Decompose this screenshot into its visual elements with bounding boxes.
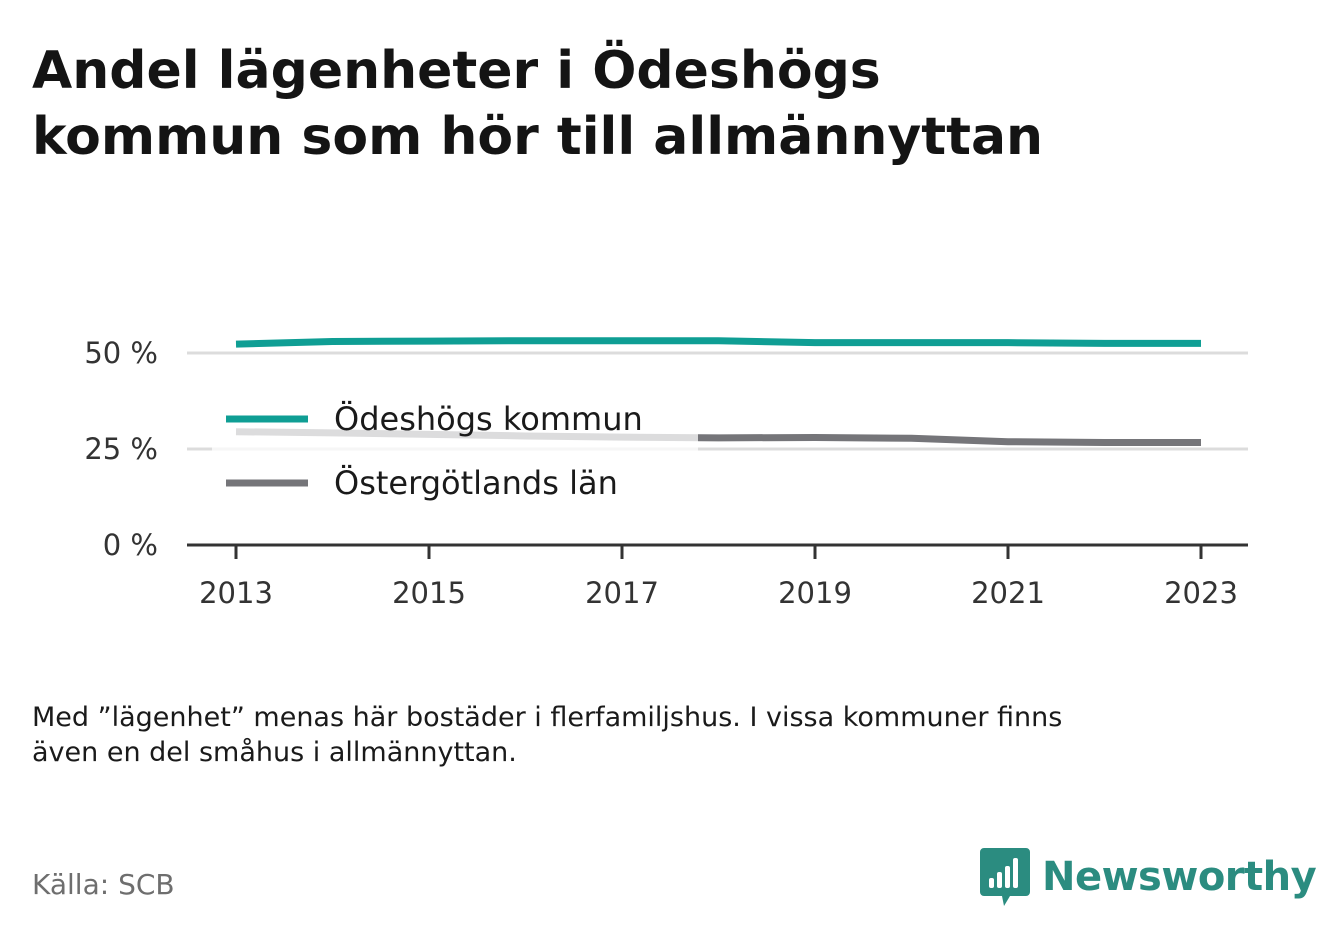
- x-tick-label: 2023: [1164, 576, 1238, 610]
- series-line-0: [235, 337, 1201, 348]
- legend-label: Östergötlands län: [334, 464, 618, 502]
- x-axis: 2013 2015 2017 2019 2021 2023: [187, 543, 1248, 610]
- legend: Ödeshögs kommun Östergötlands län: [212, 395, 698, 502]
- x-tick-label: 2017: [585, 576, 659, 610]
- y-tick-label: 25 %: [84, 432, 158, 466]
- chart-note-line-1: Med ”lägenhet” menas här bostäder i fler…: [32, 702, 1063, 733]
- y-tick-label: 0 %: [103, 528, 158, 562]
- source-label: Källa: SCB: [32, 868, 175, 901]
- bar-chart-logo-icon: [980, 848, 1030, 906]
- chart-title: Andel lägenheter i Ödeshögs kommun som h…: [32, 38, 1292, 170]
- chart-title-line-2: kommun som hör till allmännyttan: [32, 107, 1044, 167]
- legend-backdrop: [212, 395, 698, 451]
- legend-label: Ödeshögs kommun: [334, 400, 643, 438]
- x-tick-label: 2013: [199, 576, 273, 610]
- x-tick-label: 2015: [392, 576, 466, 610]
- x-tick-label: 2021: [971, 576, 1045, 610]
- y-tick-label: 50 %: [84, 336, 158, 370]
- brand-name: Newsworthy: [1042, 854, 1317, 900]
- y-axis-tick-labels: 0 % 25 % 50 %: [84, 336, 158, 562]
- chart-note: Med ”lägenhet” menas här bostäder i fler…: [32, 700, 1272, 770]
- chart-title-line-1: Andel lägenheter i Ödeshögs: [32, 41, 881, 101]
- newsworthy-logo[interactable]: Newsworthy: [980, 848, 1317, 906]
- chart-note-line-2: även en del småhus i allmännyttan.: [32, 737, 517, 768]
- x-tick-label: 2019: [778, 576, 852, 610]
